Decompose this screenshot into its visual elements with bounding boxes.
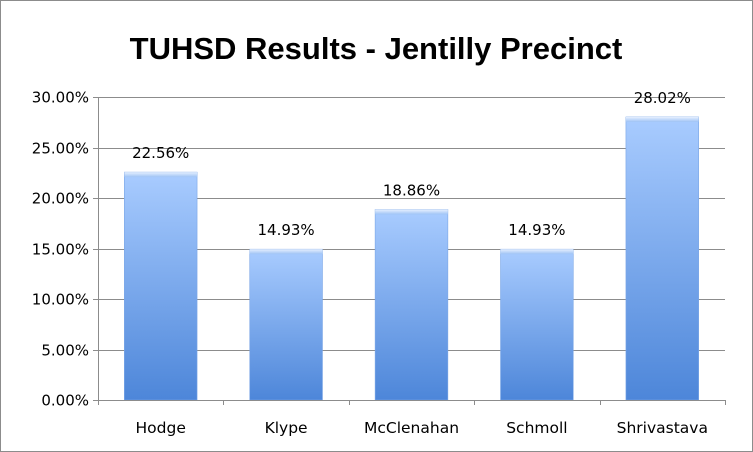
- y-tick-label: 30.00%: [32, 89, 89, 107]
- data-label: 18.86%: [383, 182, 440, 200]
- chart-title: TUHSD Results - Jentilly Precinct: [130, 31, 623, 66]
- y-tick-label: 10.00%: [32, 291, 89, 309]
- bar-shrivastava: [625, 116, 699, 401]
- x-category-label: Shrivastava: [617, 419, 708, 437]
- bar-hodge: [124, 171, 198, 401]
- data-label: 14.93%: [508, 221, 565, 239]
- y-tick-label: 0.00%: [41, 392, 89, 410]
- bar-klype: [249, 248, 323, 401]
- bar-cap: [375, 209, 448, 215]
- data-label: 14.93%: [257, 221, 314, 239]
- data-label: 22.56%: [132, 144, 189, 162]
- x-category-label: Klype: [265, 419, 308, 437]
- bar-schmoll: [500, 248, 574, 401]
- x-category-label: McClenahan: [364, 419, 459, 437]
- data-label: 28.02%: [634, 89, 691, 107]
- y-tick-label: 20.00%: [32, 190, 89, 208]
- data-labels: 22.56% 14.93% 18.86% 14.93% 28.02%: [132, 89, 691, 239]
- bar-mcclenahan: [374, 209, 449, 401]
- bars: [124, 116, 699, 401]
- bar-cap: [124, 172, 198, 178]
- x-axis-categories: Hodge Klype McClenahan Schmoll Shrivastava: [98, 400, 726, 437]
- bar-cap: [249, 249, 323, 255]
- bar-cap: [500, 249, 574, 255]
- y-tick-label: 25.00%: [32, 140, 89, 158]
- bar-cap: [625, 116, 699, 122]
- x-category-label: Hodge: [136, 419, 186, 437]
- y-tick-label: 15.00%: [32, 241, 89, 259]
- y-tick-label: 5.00%: [41, 342, 89, 360]
- x-category-label: Schmoll: [506, 419, 567, 437]
- y-axis-ticks: 0.00% 5.00% 10.00% 15.00% 20.00% 25.00% 30.00%: [32, 89, 98, 410]
